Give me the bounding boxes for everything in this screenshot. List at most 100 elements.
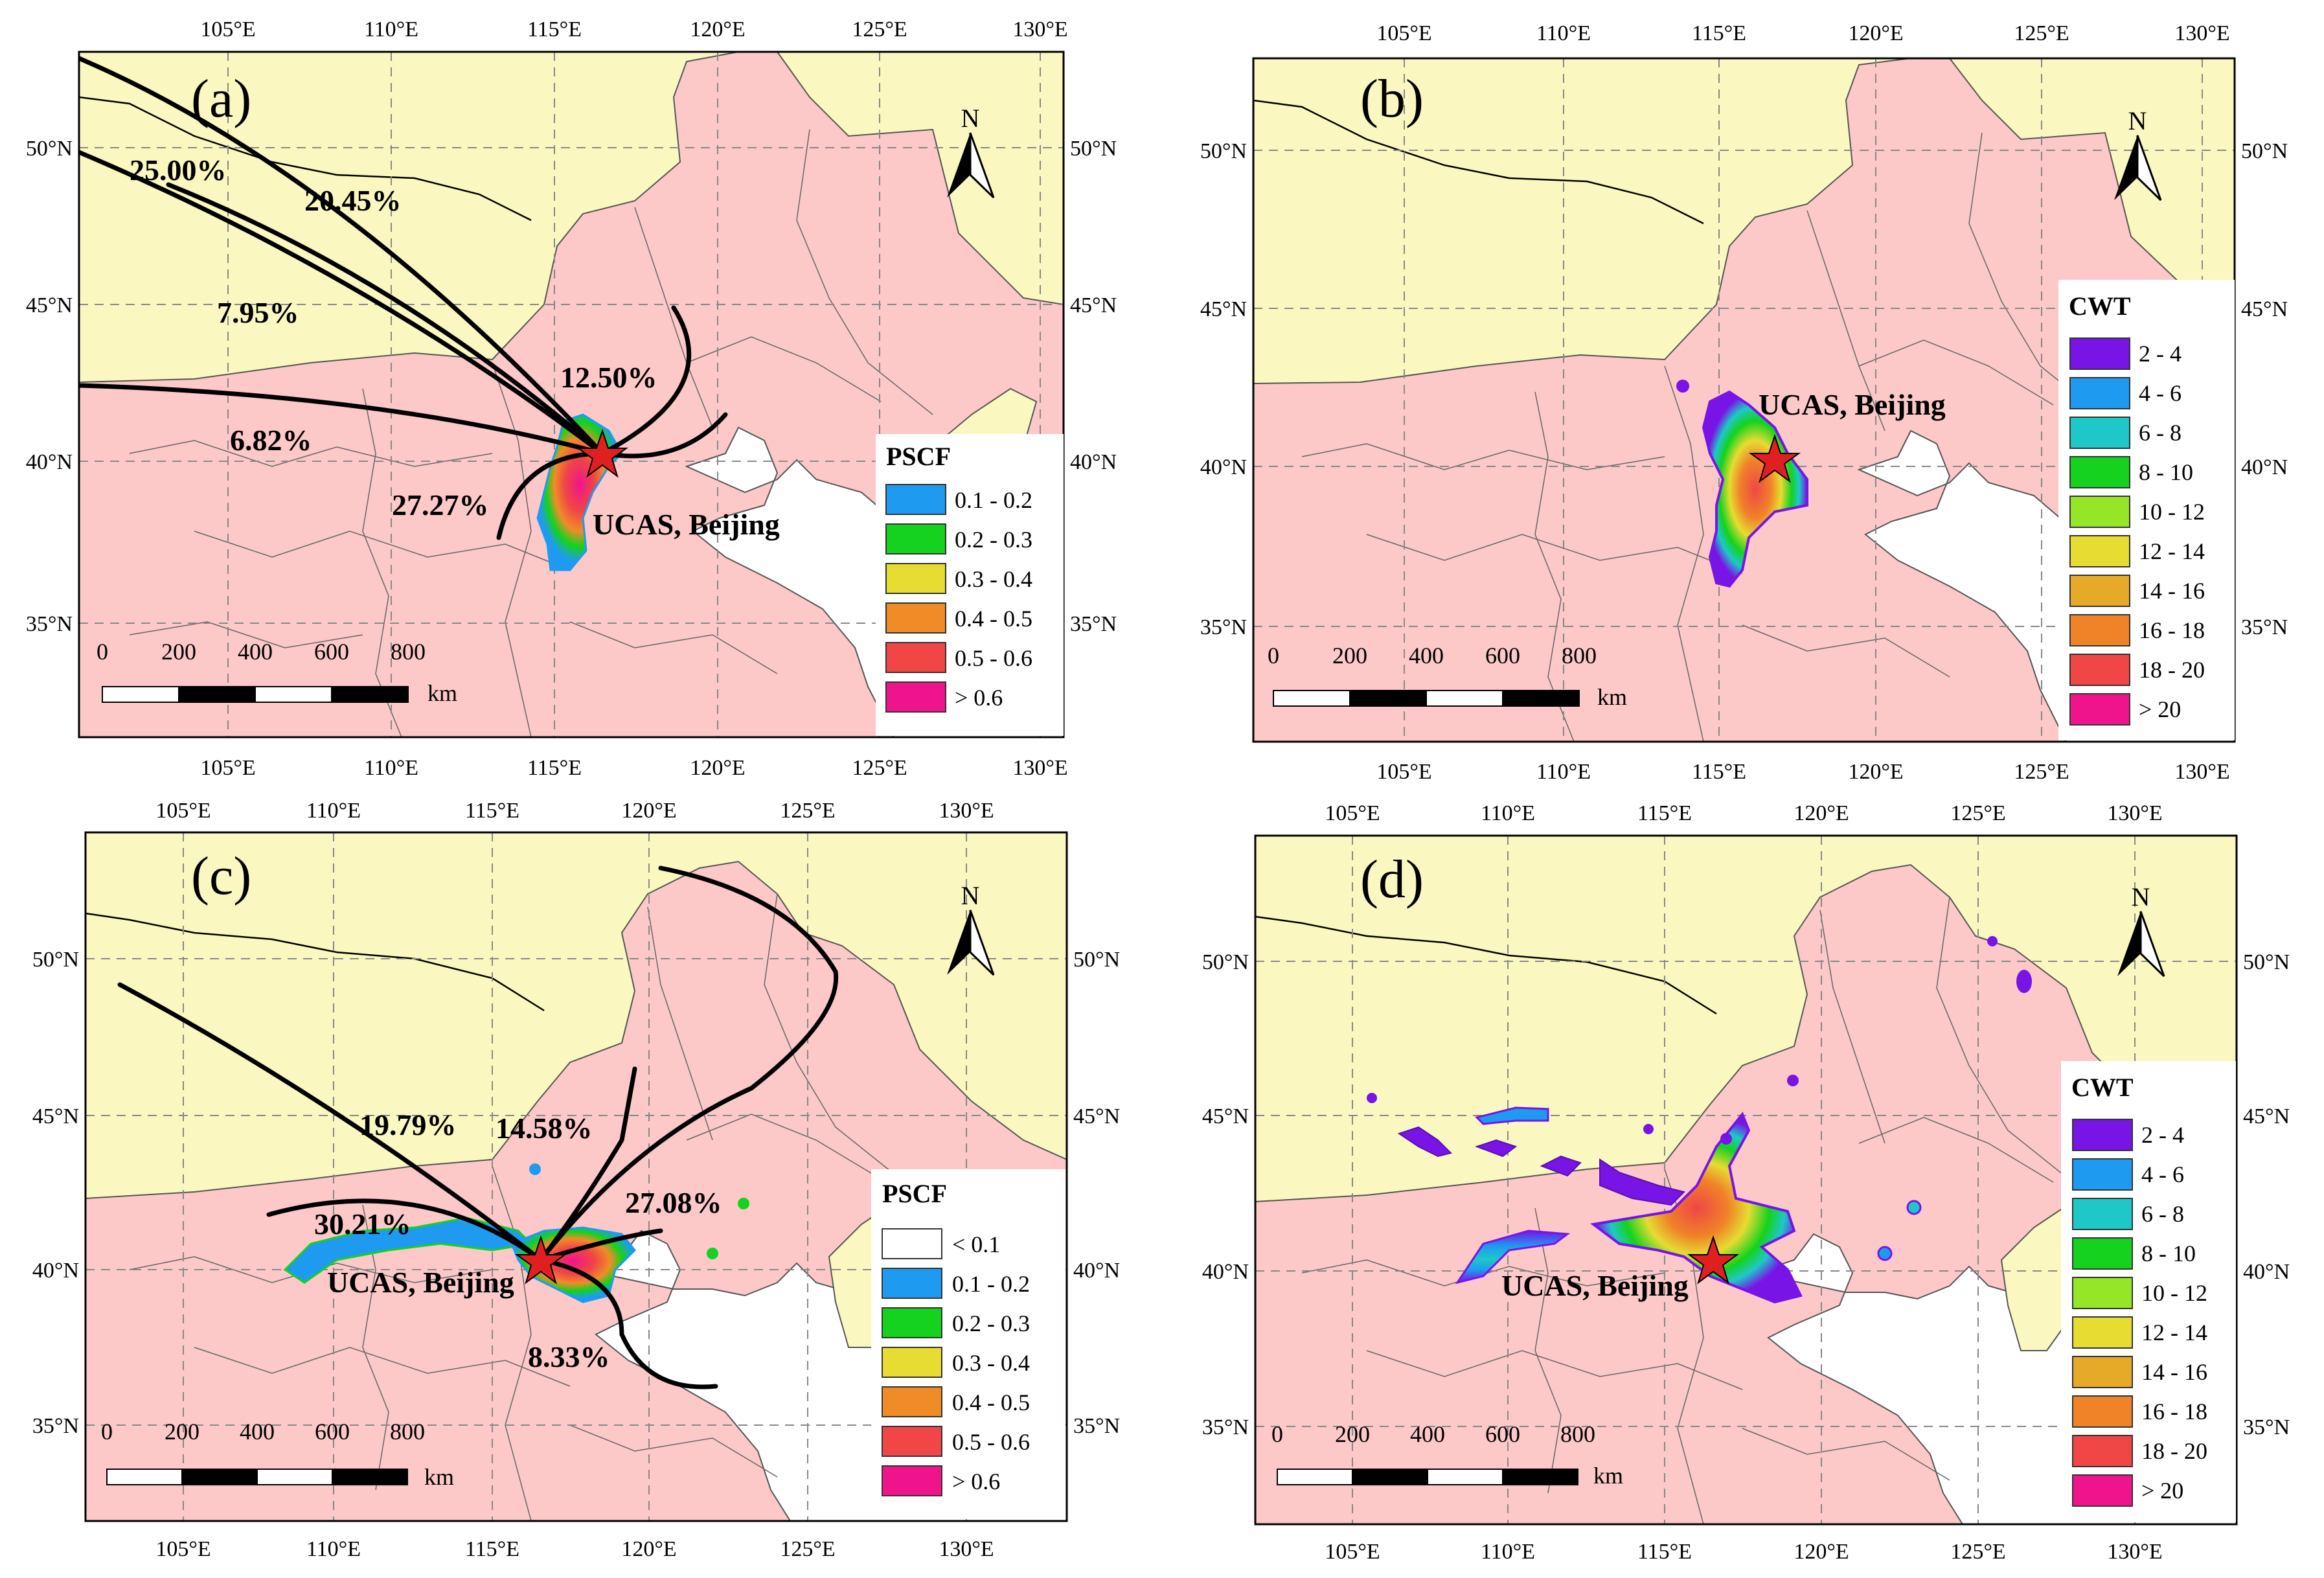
lat-tick: 50°N	[2243, 950, 2290, 974]
lon-tick: 120°E	[1848, 760, 1903, 784]
lat-tick: 35°N	[32, 1414, 79, 1438]
scale-segment	[106, 1469, 183, 1485]
lon-tick: 130°E	[2174, 760, 2229, 784]
legend-label: 0.1 - 0.2	[955, 487, 1032, 513]
legend-label: 8 - 10	[2141, 1241, 2196, 1266]
legend-label: 4 - 6	[2141, 1161, 2184, 1187]
legend-label: 4 - 6	[2139, 380, 2182, 406]
cwt-speck	[1367, 1093, 1377, 1103]
legend-label: > 0.6	[952, 1469, 1000, 1494]
legend-swatch	[885, 563, 946, 594]
north-arrow-icon	[2136, 135, 2162, 201]
cwt-field	[1367, 936, 2032, 1304]
legend-item: 2 - 4	[2069, 337, 2182, 370]
lat-tick: 40°N	[2243, 1260, 2290, 1284]
cwt-speck	[2016, 970, 2032, 993]
cluster-label: 6.82%	[230, 424, 312, 457]
scale-tick: 800	[1562, 643, 1597, 669]
site-star	[1748, 433, 1801, 483]
cluster-label: 25.00%	[130, 154, 227, 187]
scale-bar: 0 200 400 600 800 km	[1271, 1421, 1623, 1489]
lon-tick: 115°E	[527, 17, 582, 41]
lat-tick: 45°N	[1202, 1104, 1249, 1128]
lon-tick: 105°E	[155, 799, 211, 823]
lon-tick: 130°E	[2174, 21, 2229, 45]
scale-tick: 600	[1485, 1421, 1520, 1447]
cwt-band	[1397, 1126, 1452, 1158]
panel-c: 105°E 110°E 115°E 120°E 125°E 130°E 105°…	[32, 799, 1120, 1561]
scale-segment	[181, 1469, 258, 1485]
scale-tick: 0	[97, 639, 108, 665]
legend-swatch	[885, 523, 946, 555]
lon-tick: 110°E	[1481, 1540, 1535, 1564]
site-label: UCAS, Beijing	[1759, 388, 1946, 421]
lon-tick: 125°E	[1950, 1540, 2005, 1564]
lon-tick: 120°E	[621, 799, 676, 823]
legend-label: 14 - 16	[2141, 1359, 2207, 1385]
cluster-label: 7.95%	[217, 296, 299, 329]
cwt-speck	[1987, 936, 1998, 946]
legend-label: 18 - 20	[2139, 657, 2205, 683]
lon-tick: 125°E	[852, 756, 907, 780]
trajectories	[117, 865, 839, 1389]
legend-item: 18 - 20	[2072, 1435, 2207, 1467]
lon-tick: 125°E	[2014, 760, 2069, 784]
scale-unit: km	[1593, 1463, 1623, 1489]
panel-a: 105°E 110°E 115°E 120°E 125°E 130°E 105°…	[26, 17, 1117, 780]
north-label: N	[2128, 106, 2147, 135]
legend-swatch	[2069, 693, 2130, 726]
cwt-band	[1455, 1229, 1571, 1285]
legend-label: 6 - 8	[2139, 420, 2182, 446]
legend-swatch	[2069, 496, 2130, 528]
legend-swatch	[882, 1465, 942, 1496]
scale-tick: 400	[238, 639, 273, 665]
scale-bar: 0 200 400 600 800 km	[101, 1419, 454, 1490]
cwt-band	[1540, 1155, 1582, 1177]
lat-tick: 45°N	[32, 1104, 79, 1128]
legend-label: 0.2 - 0.3	[952, 1310, 1030, 1336]
cwt-speck	[1643, 1124, 1654, 1134]
mongolia-border	[1253, 99, 1704, 225]
lat-tick: 35°N	[1200, 615, 1247, 639]
north-label: N	[2132, 882, 2150, 911]
legend-item: > 0.6	[882, 1465, 1000, 1496]
legend-item: 0.1 - 0.2	[882, 1268, 1030, 1299]
legend-label: 0.2 - 0.3	[955, 527, 1032, 553]
scale-tick: 200	[1332, 643, 1367, 669]
north-label: N	[961, 104, 980, 133]
legend-item: 0.5 - 0.6	[882, 1426, 1030, 1457]
legend: PSCF 0.1 - 0.2 0.2 - 0.3 0.3 - 0.4 0.4 -…	[876, 434, 1064, 736]
cwt-band	[1599, 1158, 1685, 1206]
lon-tick: 115°E	[1692, 21, 1746, 45]
lat-tick: 40°N	[1073, 1259, 1120, 1283]
scale-segment	[1426, 690, 1503, 707]
scale-tick: 600	[1485, 643, 1520, 669]
map-frame	[1254, 834, 2238, 1526]
cluster-label: 19.79%	[359, 1108, 457, 1141]
mongolia-border	[1255, 915, 1717, 1015]
legend-label: 0.3 - 0.4	[952, 1350, 1030, 1376]
lat-tick: 40°N	[1202, 1260, 1249, 1284]
legend-label: 0.5 - 0.6	[952, 1429, 1030, 1455]
legend-label: 2 - 4	[2139, 341, 2182, 367]
lat-tick: 35°N	[1070, 612, 1117, 636]
lon-tick: 115°E	[1637, 801, 1692, 825]
cluster-label: 20.45%	[304, 184, 402, 217]
scale-segment	[1277, 1469, 1353, 1485]
north-arrow: N	[2117, 882, 2165, 978]
legend-title: CWT	[2069, 292, 2131, 321]
cwt-speck	[1787, 1075, 1799, 1086]
legend-item: 0.1 - 0.2	[885, 484, 1032, 515]
lat-tick: 50°N	[1202, 950, 1249, 974]
lon-tick: 120°E	[621, 1537, 676, 1561]
legend: PSCF < 0.1 0.1 - 0.2 0.2 - 0.3 0.3 - 0.4…	[871, 1169, 1065, 1519]
scale-segment	[332, 1469, 408, 1485]
site-star	[1687, 1235, 1740, 1285]
legend-label: 8 - 10	[2139, 459, 2193, 485]
legend-swatch	[885, 681, 946, 713]
mongolia-border	[79, 96, 532, 222]
lat-tick: 50°N	[26, 137, 73, 161]
legend-box	[871, 1169, 1065, 1519]
lon-tick: 120°E	[1794, 1540, 1849, 1564]
map-frame	[78, 51, 1065, 738]
